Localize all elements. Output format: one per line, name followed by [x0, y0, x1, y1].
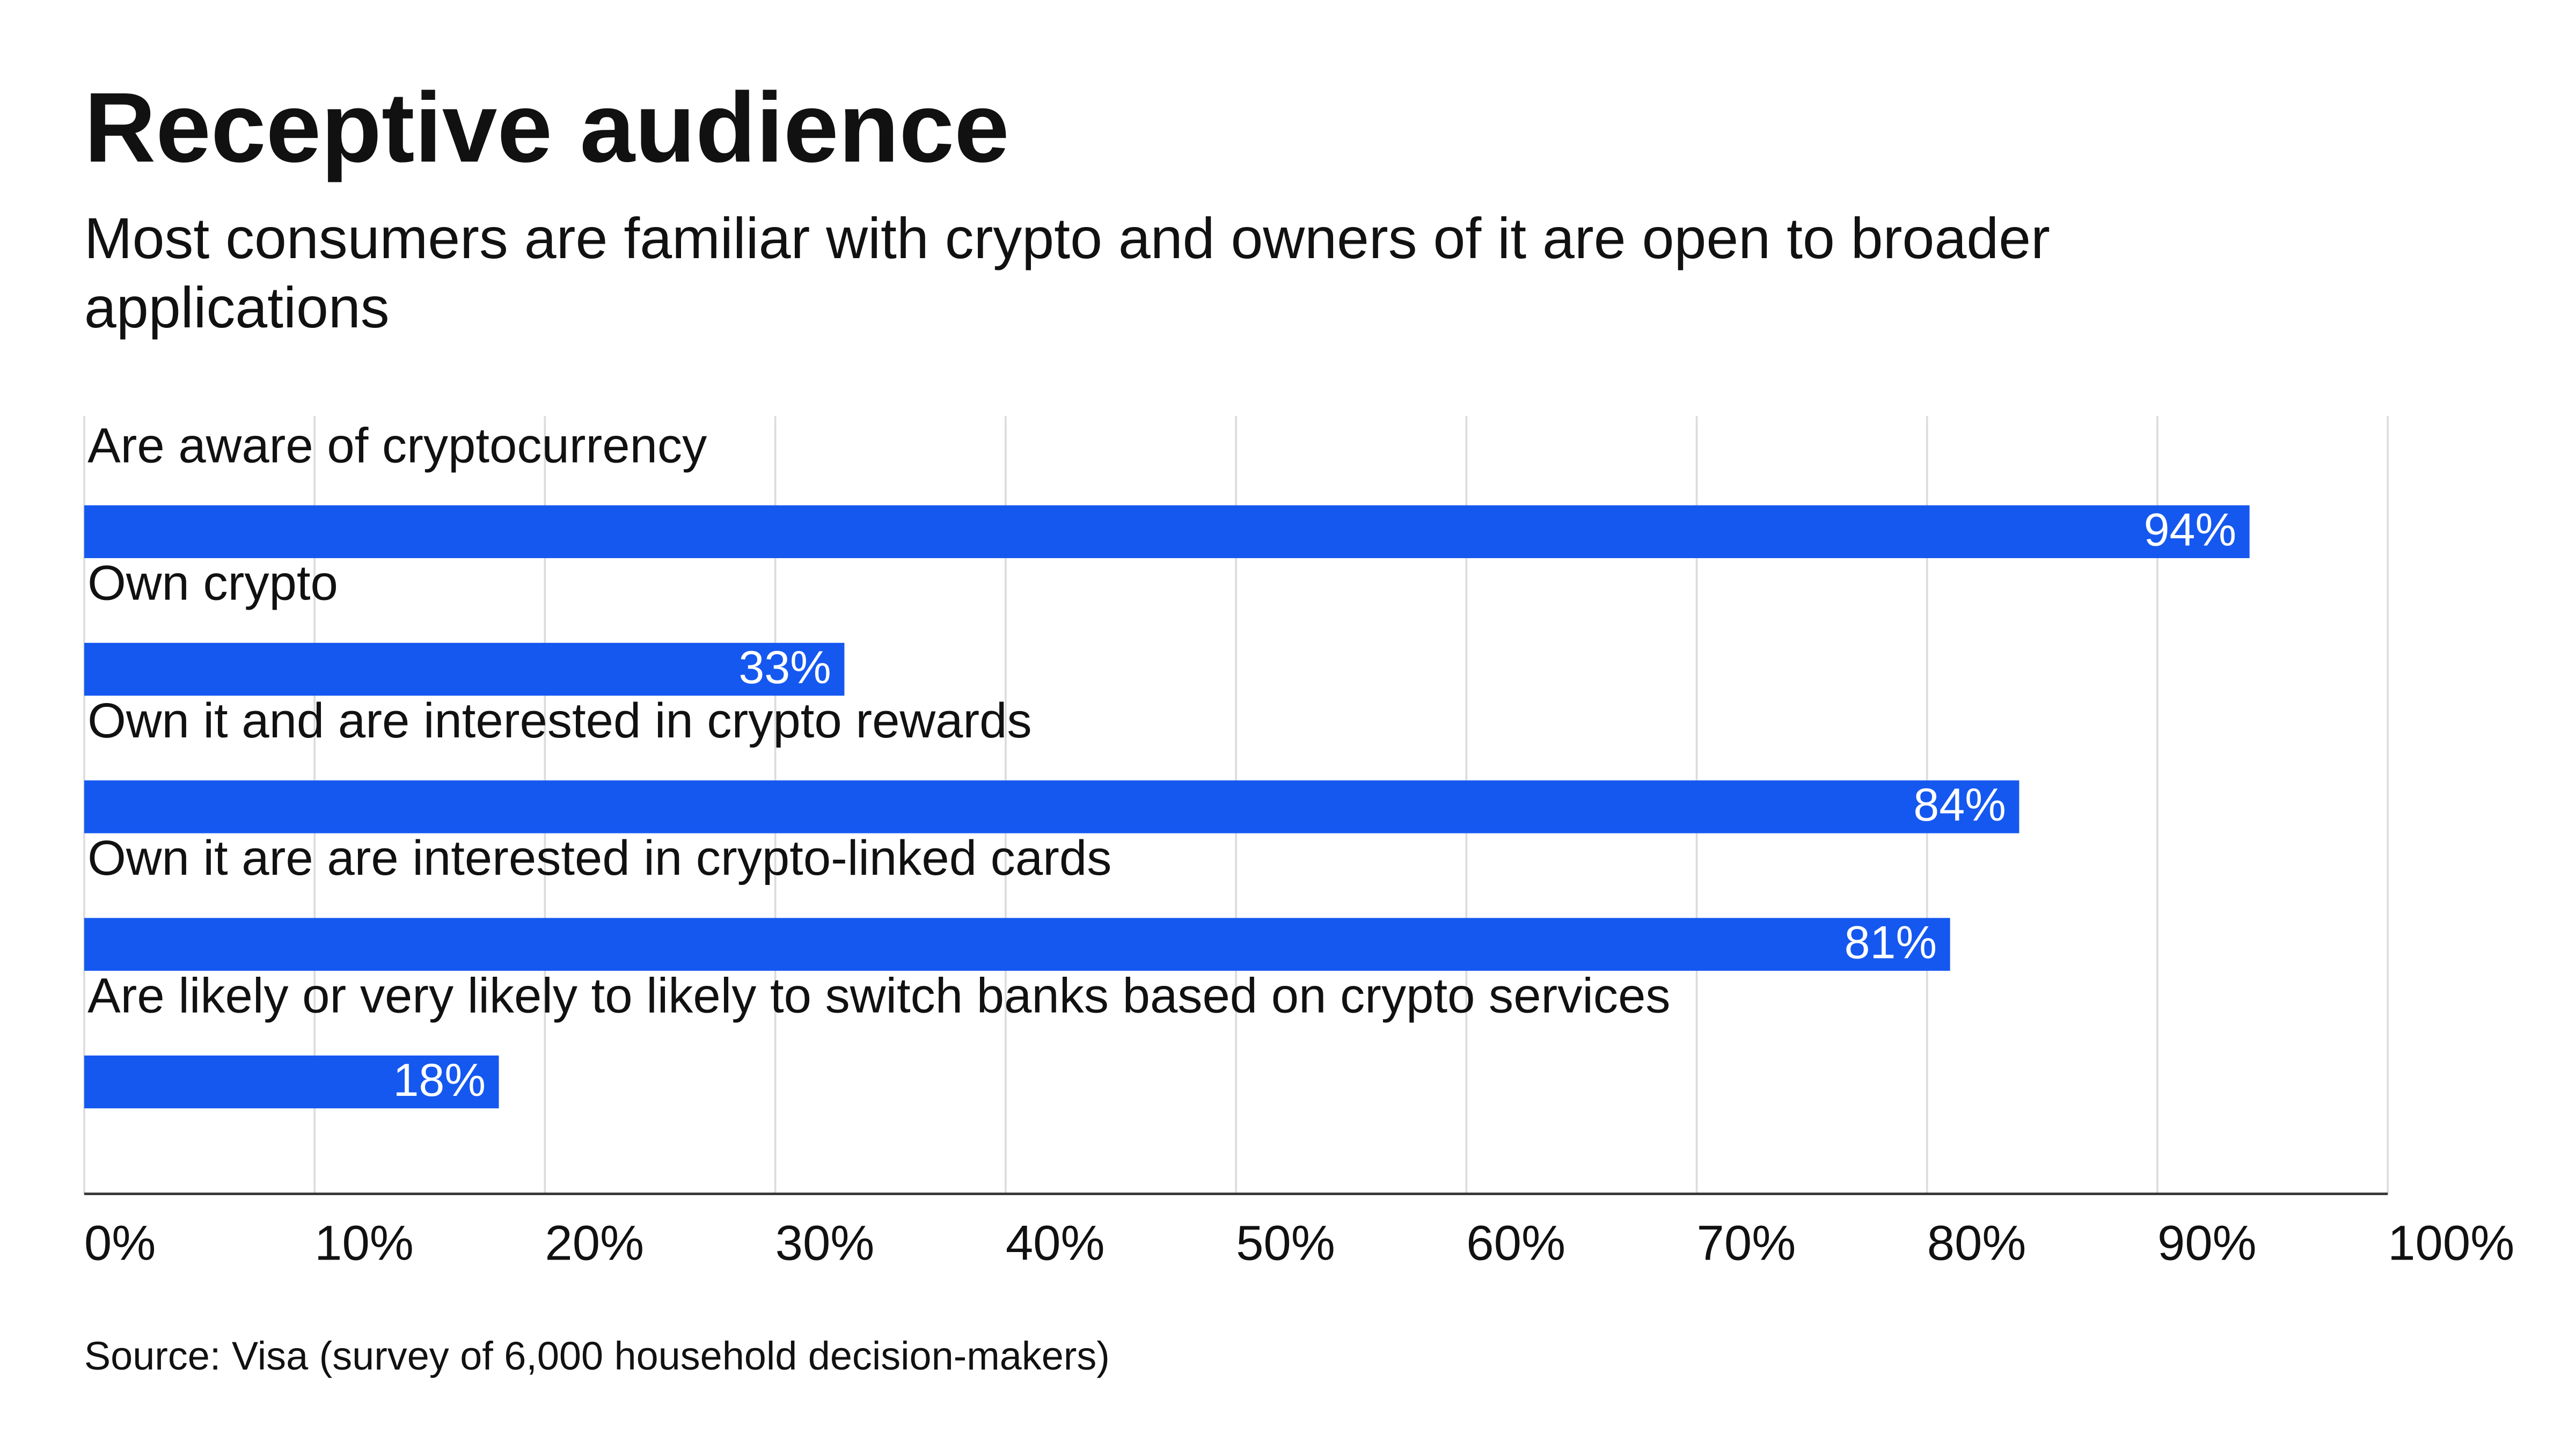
- x-tick-label: 70%: [1697, 1214, 1796, 1270]
- chart-title: Receptive audience: [84, 72, 1009, 183]
- bar: [84, 780, 2019, 833]
- value-label: 18%: [393, 1055, 486, 1106]
- x-tick-label: 20%: [545, 1214, 644, 1270]
- x-tick-label: 80%: [1927, 1214, 2026, 1270]
- source-note: Source: Visa (survey of 6,000 household …: [84, 1334, 1110, 1378]
- x-tick-label: 90%: [2157, 1214, 2257, 1270]
- category-label: Own crypto: [87, 555, 338, 611]
- category-label: Own it and are interested in crypto rewa…: [87, 692, 1032, 748]
- x-tick-label: 10%: [314, 1214, 414, 1270]
- x-tick-label: 30%: [775, 1214, 875, 1270]
- bar: [84, 505, 2250, 558]
- bar: [84, 1055, 499, 1109]
- x-tick-label: 40%: [1006, 1214, 1105, 1270]
- x-tick-label: 60%: [1466, 1214, 1565, 1270]
- x-tick-label: 0%: [84, 1214, 156, 1270]
- category-label: Own it are are interested in crypto-link…: [87, 830, 1111, 885]
- chart-subtitle: applications: [84, 275, 390, 340]
- value-label: 33%: [738, 642, 831, 693]
- x-tick-label: 50%: [1236, 1214, 1335, 1270]
- chart-subtitle: Most consumers are familiar with crypto …: [84, 206, 2050, 270]
- x-tick-label: 100%: [2388, 1214, 2514, 1270]
- bar: [84, 918, 1950, 971]
- value-label: 81%: [1845, 917, 1937, 969]
- value-label: 94%: [2144, 504, 2236, 556]
- bar: [84, 642, 845, 696]
- category-label: Are likely or very likely to likely to s…: [87, 968, 1671, 1023]
- value-label: 84%: [1913, 779, 2006, 831]
- category-label: Are aware of cryptocurrency: [87, 417, 707, 473]
